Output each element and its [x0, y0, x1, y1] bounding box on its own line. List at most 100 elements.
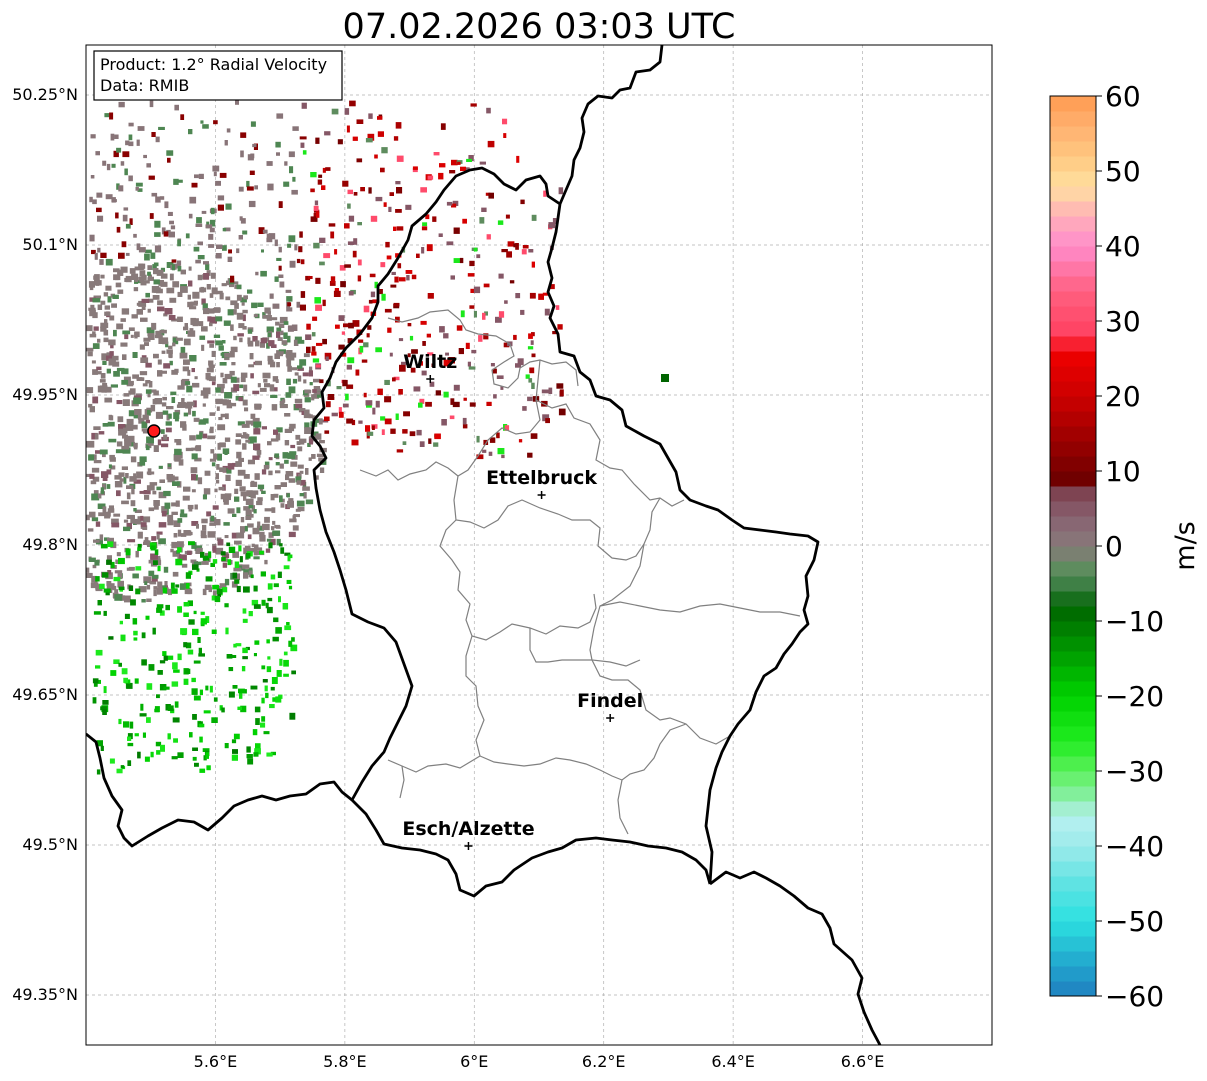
- radar-echo: [102, 160, 107, 166]
- radar-echo: [363, 392, 367, 398]
- radar-echo: [250, 121, 256, 127]
- radar-echo: [451, 203, 457, 208]
- radar-echo: [150, 252, 156, 259]
- radar-echo: [89, 283, 94, 291]
- radar-echo: [262, 679, 268, 683]
- radar-echo: [128, 585, 134, 591]
- radar-echo: [460, 166, 466, 171]
- radar-echo: [164, 308, 173, 315]
- radar-echo: [244, 545, 251, 552]
- radar-echo: [122, 434, 128, 439]
- radar-echo: [191, 489, 196, 493]
- district-border: [599, 601, 801, 617]
- radar-echo: [469, 260, 475, 267]
- radar-echo: [260, 270, 267, 277]
- radar-echo: [270, 574, 276, 580]
- radar-echo: [116, 367, 125, 372]
- radar-echo: [236, 507, 241, 514]
- radar-echo: [210, 449, 215, 454]
- radar-echo: [200, 618, 207, 625]
- radar-echo: [395, 181, 401, 185]
- radar-echo: [95, 521, 101, 527]
- radar-echo: [121, 500, 129, 505]
- radar-echo: [375, 196, 383, 202]
- radar-echo: [153, 445, 159, 452]
- radar-echo: [114, 475, 122, 480]
- radar-echo: [114, 134, 119, 139]
- radar-echo: [127, 435, 135, 443]
- radar-echo: [175, 500, 180, 507]
- radar-echo: [389, 352, 393, 357]
- radar-echo: [114, 594, 123, 601]
- radar-echo: [226, 280, 232, 286]
- radar-echo: [210, 515, 215, 522]
- radar-echo: [128, 134, 133, 141]
- radar-echo: [200, 551, 205, 558]
- colorbar-band: [1050, 546, 1096, 562]
- radar-echo: [88, 454, 94, 461]
- radar-echo: [398, 389, 403, 395]
- radar-echo: [303, 409, 310, 416]
- radar-echo: [422, 341, 426, 346]
- radar-echo: [89, 511, 96, 518]
- radar-echo: [405, 270, 413, 274]
- radar-echo: [276, 670, 282, 677]
- radar-echo: [365, 400, 373, 406]
- radar-echo: [342, 403, 349, 408]
- colorbar-band: [1050, 711, 1096, 727]
- radar-echo: [271, 526, 275, 531]
- radar-echo: [123, 519, 129, 523]
- radar-echo: [113, 150, 119, 158]
- radar-echo: [388, 206, 392, 212]
- radar-echo: [192, 747, 198, 751]
- radar-echo: [126, 380, 134, 386]
- radar-echo: [179, 583, 187, 590]
- radar-echo: [228, 667, 234, 672]
- radar-echo: [146, 485, 155, 491]
- radar-echo: [120, 161, 125, 166]
- radar-echo: [322, 338, 327, 345]
- colorbar-band: [1050, 681, 1096, 697]
- radar-echo: [166, 406, 174, 410]
- radar-echo: [428, 438, 432, 444]
- radar-echo: [144, 537, 149, 543]
- radar-echo: [151, 132, 156, 137]
- radar-echo: [303, 492, 307, 499]
- radar-echo: [270, 751, 276, 756]
- radar-echo: [200, 535, 207, 539]
- radar-echo: [102, 709, 107, 715]
- radar-echo: [228, 402, 237, 407]
- radar-echo: [220, 413, 229, 418]
- radar-echo: [513, 334, 517, 340]
- radar-echo: [295, 508, 301, 512]
- radar-echo: [422, 222, 428, 226]
- radar-echo: [222, 227, 227, 232]
- radar-echo: [182, 495, 190, 501]
- radar-echo: [380, 416, 386, 421]
- radar-echo: [166, 474, 174, 480]
- radar-echo: [132, 424, 138, 430]
- radar-echo: [115, 212, 119, 219]
- radar-echo: [134, 278, 138, 282]
- radar-echo: [279, 543, 283, 547]
- radar-echo: [120, 318, 126, 322]
- radar-echo: [116, 552, 121, 557]
- radar-echo: [191, 453, 198, 460]
- radar-echo: [299, 231, 303, 238]
- radar-echo: [166, 229, 171, 236]
- radar-echo: [230, 346, 238, 353]
- radar-echo: [313, 393, 319, 399]
- radar-echo: [531, 382, 535, 389]
- radar-echo: [233, 384, 240, 392]
- radar-echo: [280, 404, 288, 409]
- radar-echo: [235, 377, 240, 383]
- radar-echo: [167, 519, 174, 526]
- radar-echo: [315, 304, 322, 311]
- radar-echo: [252, 390, 260, 395]
- radar-echo: [239, 486, 246, 492]
- radar-echo: [125, 140, 130, 146]
- radar-echo: [367, 431, 374, 436]
- radar-echo: [210, 207, 215, 215]
- radar-echo: [313, 213, 317, 220]
- radar-echo: [183, 338, 191, 346]
